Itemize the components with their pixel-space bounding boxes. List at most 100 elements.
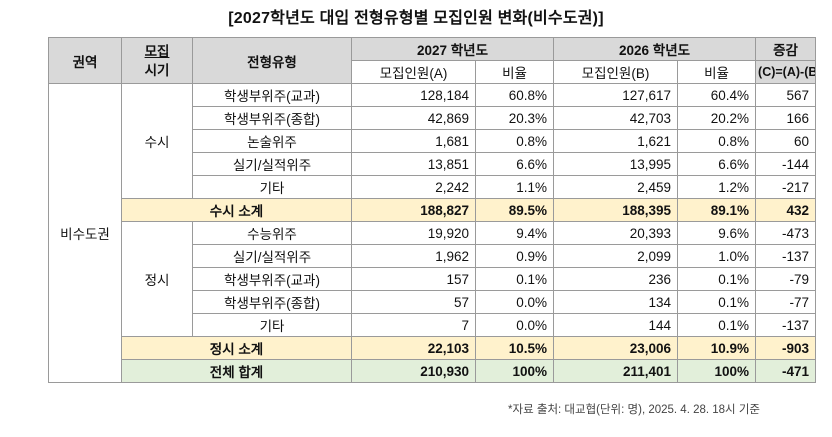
type-cell: 실기/실적위주 (192, 244, 352, 268)
count-a: 42,869 (351, 106, 476, 130)
ratio-b: 20.2% (677, 106, 757, 130)
type-cell: 수능위주 (192, 221, 352, 245)
diff-c: -903 (755, 336, 817, 360)
table-row: 실기/실적위주 1,962 0.9% 2,099 1.0% -137 (49, 244, 817, 268)
ratio-b: 9.6% (677, 221, 757, 245)
header-period: 모집 시기 (121, 37, 193, 84)
ratio-b: 100% (677, 359, 757, 383)
diff-c: -471 (755, 359, 817, 383)
ratio-a: 0.9% (474, 244, 555, 268)
ratio-b: 1.2% (677, 175, 757, 199)
type-cell: 학생부위주(종합) (192, 290, 352, 314)
type-cell: 기타 (192, 313, 352, 337)
table-row: 학생부위주(종합) 42,869 20.3% 42,703 20.2% 166 (49, 106, 817, 130)
header-ratio-b: 비율 (677, 60, 757, 84)
count-b: 20,393 (553, 221, 679, 245)
count-a: 22,103 (351, 336, 476, 360)
count-a: 1,681 (351, 129, 476, 153)
count-b: 134 (553, 290, 679, 314)
table-row: 정시 수능위주 19,920 9.4% 20,393 9.6% -473 (49, 221, 817, 337)
count-b: 127,617 (553, 83, 679, 107)
count-b: 188,395 (553, 198, 679, 222)
count-a: 19,920 (351, 221, 476, 245)
ratio-a: 10.5% (474, 336, 555, 360)
count-b: 42,703 (553, 106, 679, 130)
diff-c: -144 (755, 152, 817, 176)
count-a: 7 (351, 313, 476, 337)
header-region: 권역 (48, 37, 122, 84)
diff-c: 432 (755, 198, 817, 222)
diff-c: -77 (755, 290, 817, 314)
ratio-a: 0.8% (474, 129, 555, 153)
diff-c: 567 (755, 83, 817, 107)
ratio-a: 6.6% (474, 152, 555, 176)
header-count-b: 모집인원(B) (553, 60, 679, 84)
header-diff-formula: (C)=(A)-(B) (755, 60, 817, 84)
total-label: 전체 합계 (121, 359, 352, 383)
diff-c: -473 (755, 221, 817, 245)
ratio-b: 0.1% (677, 267, 757, 291)
type-cell: 논술위주 (192, 129, 352, 153)
diff-c: -217 (755, 175, 817, 199)
header-2027: 2027 학년도 (350, 37, 555, 61)
header-type: 전형유형 (192, 37, 352, 84)
susi-subtotal-row: 수시 소계 188,827 89.5% 188,395 89.1% 432 (49, 198, 817, 222)
count-b: 1,621 (553, 129, 679, 153)
jeongsi-subtotal-row: 정시 소계 22,103 10.5% 23,006 10.9% -903 (49, 336, 817, 360)
ratio-b: 6.6% (677, 152, 757, 176)
count-b: 23,006 (553, 336, 679, 360)
ratio-a: 60.8% (474, 83, 555, 107)
ratio-b: 1.0% (677, 244, 757, 268)
table-row: 학생부위주(종합) 57 0.0% 134 0.1% -77 (49, 290, 817, 314)
ratio-b: 0.8% (677, 129, 757, 153)
diff-c: -137 (755, 313, 817, 337)
count-a: 2,242 (351, 175, 476, 199)
subtotal-label: 수시 소계 (121, 198, 352, 222)
ratio-b: 0.1% (677, 313, 757, 337)
type-cell: 실기/실적위주 (192, 152, 352, 176)
page-title: [2027학년도 대입 전형유형별 모집인원 변화(비수도권)] (228, 10, 604, 27)
type-cell: 학생부위주(교과) (192, 83, 352, 107)
type-cell: 학생부위주(교과) (192, 267, 352, 291)
header-diff: 증감 (755, 37, 817, 61)
subtotal-label: 정시 소계 (121, 336, 352, 360)
header-row-1: 권역 모집 시기 전형유형 2027 학년도 2026 학년도 증감 (48, 37, 817, 84)
ratio-b: 10.9% (677, 336, 757, 360)
count-b: 211,401 (553, 359, 679, 383)
count-a: 1,962 (351, 244, 476, 268)
period-susi: 수시 (121, 83, 193, 199)
header-count-a: 모집인원(A) (351, 60, 476, 84)
count-b: 236 (553, 267, 679, 291)
diff-c: -137 (755, 244, 817, 268)
table-row: 기타 7 0.0% 144 0.1% -137 (49, 313, 817, 337)
count-b: 2,099 (553, 244, 679, 268)
table-row: 비수도권 수시 학생부위주(교과) 128,184 60.8% 127,617 … (48, 83, 817, 383)
count-a: 13,851 (351, 152, 476, 176)
ratio-a: 89.5% (474, 198, 555, 222)
header-row-2: 모집인원(A) 비율 모집인원(B) 비율 (C)=(A)-(B) (49, 60, 817, 84)
ratio-b: 89.1% (677, 198, 757, 222)
count-a: 57 (351, 290, 476, 314)
count-a: 210,930 (351, 359, 476, 383)
header-period-line1: 모집 (144, 43, 170, 59)
count-b: 2,459 (553, 175, 679, 199)
diff-c: 60 (755, 129, 817, 153)
period-jeongsi: 정시 (121, 221, 193, 337)
ratio-b: 0.1% (677, 290, 757, 314)
header-ratio-a: 비율 (474, 60, 555, 84)
ratio-a: 0.0% (474, 290, 555, 314)
ratio-a: 0.0% (474, 313, 555, 337)
source-note: *자료 출처: 대교협(단위: 명), 2025. 4. 28. 18시 기준 (508, 404, 760, 416)
region-cell: 비수도권 (48, 83, 122, 383)
ratio-b: 60.4% (677, 83, 757, 107)
type-cell: 기타 (192, 175, 352, 199)
recruitment-table: 권역 모집 시기 전형유형 2027 학년도 2026 학년도 증감 모집인원(… (48, 37, 817, 383)
ratio-a: 20.3% (474, 106, 555, 130)
count-b: 144 (553, 313, 679, 337)
diff-c: 166 (755, 106, 817, 130)
count-a: 188,827 (351, 198, 476, 222)
ratio-a: 0.1% (474, 267, 555, 291)
count-a: 128,184 (351, 83, 476, 107)
ratio-a: 9.4% (474, 221, 555, 245)
ratio-a: 1.1% (474, 175, 555, 199)
